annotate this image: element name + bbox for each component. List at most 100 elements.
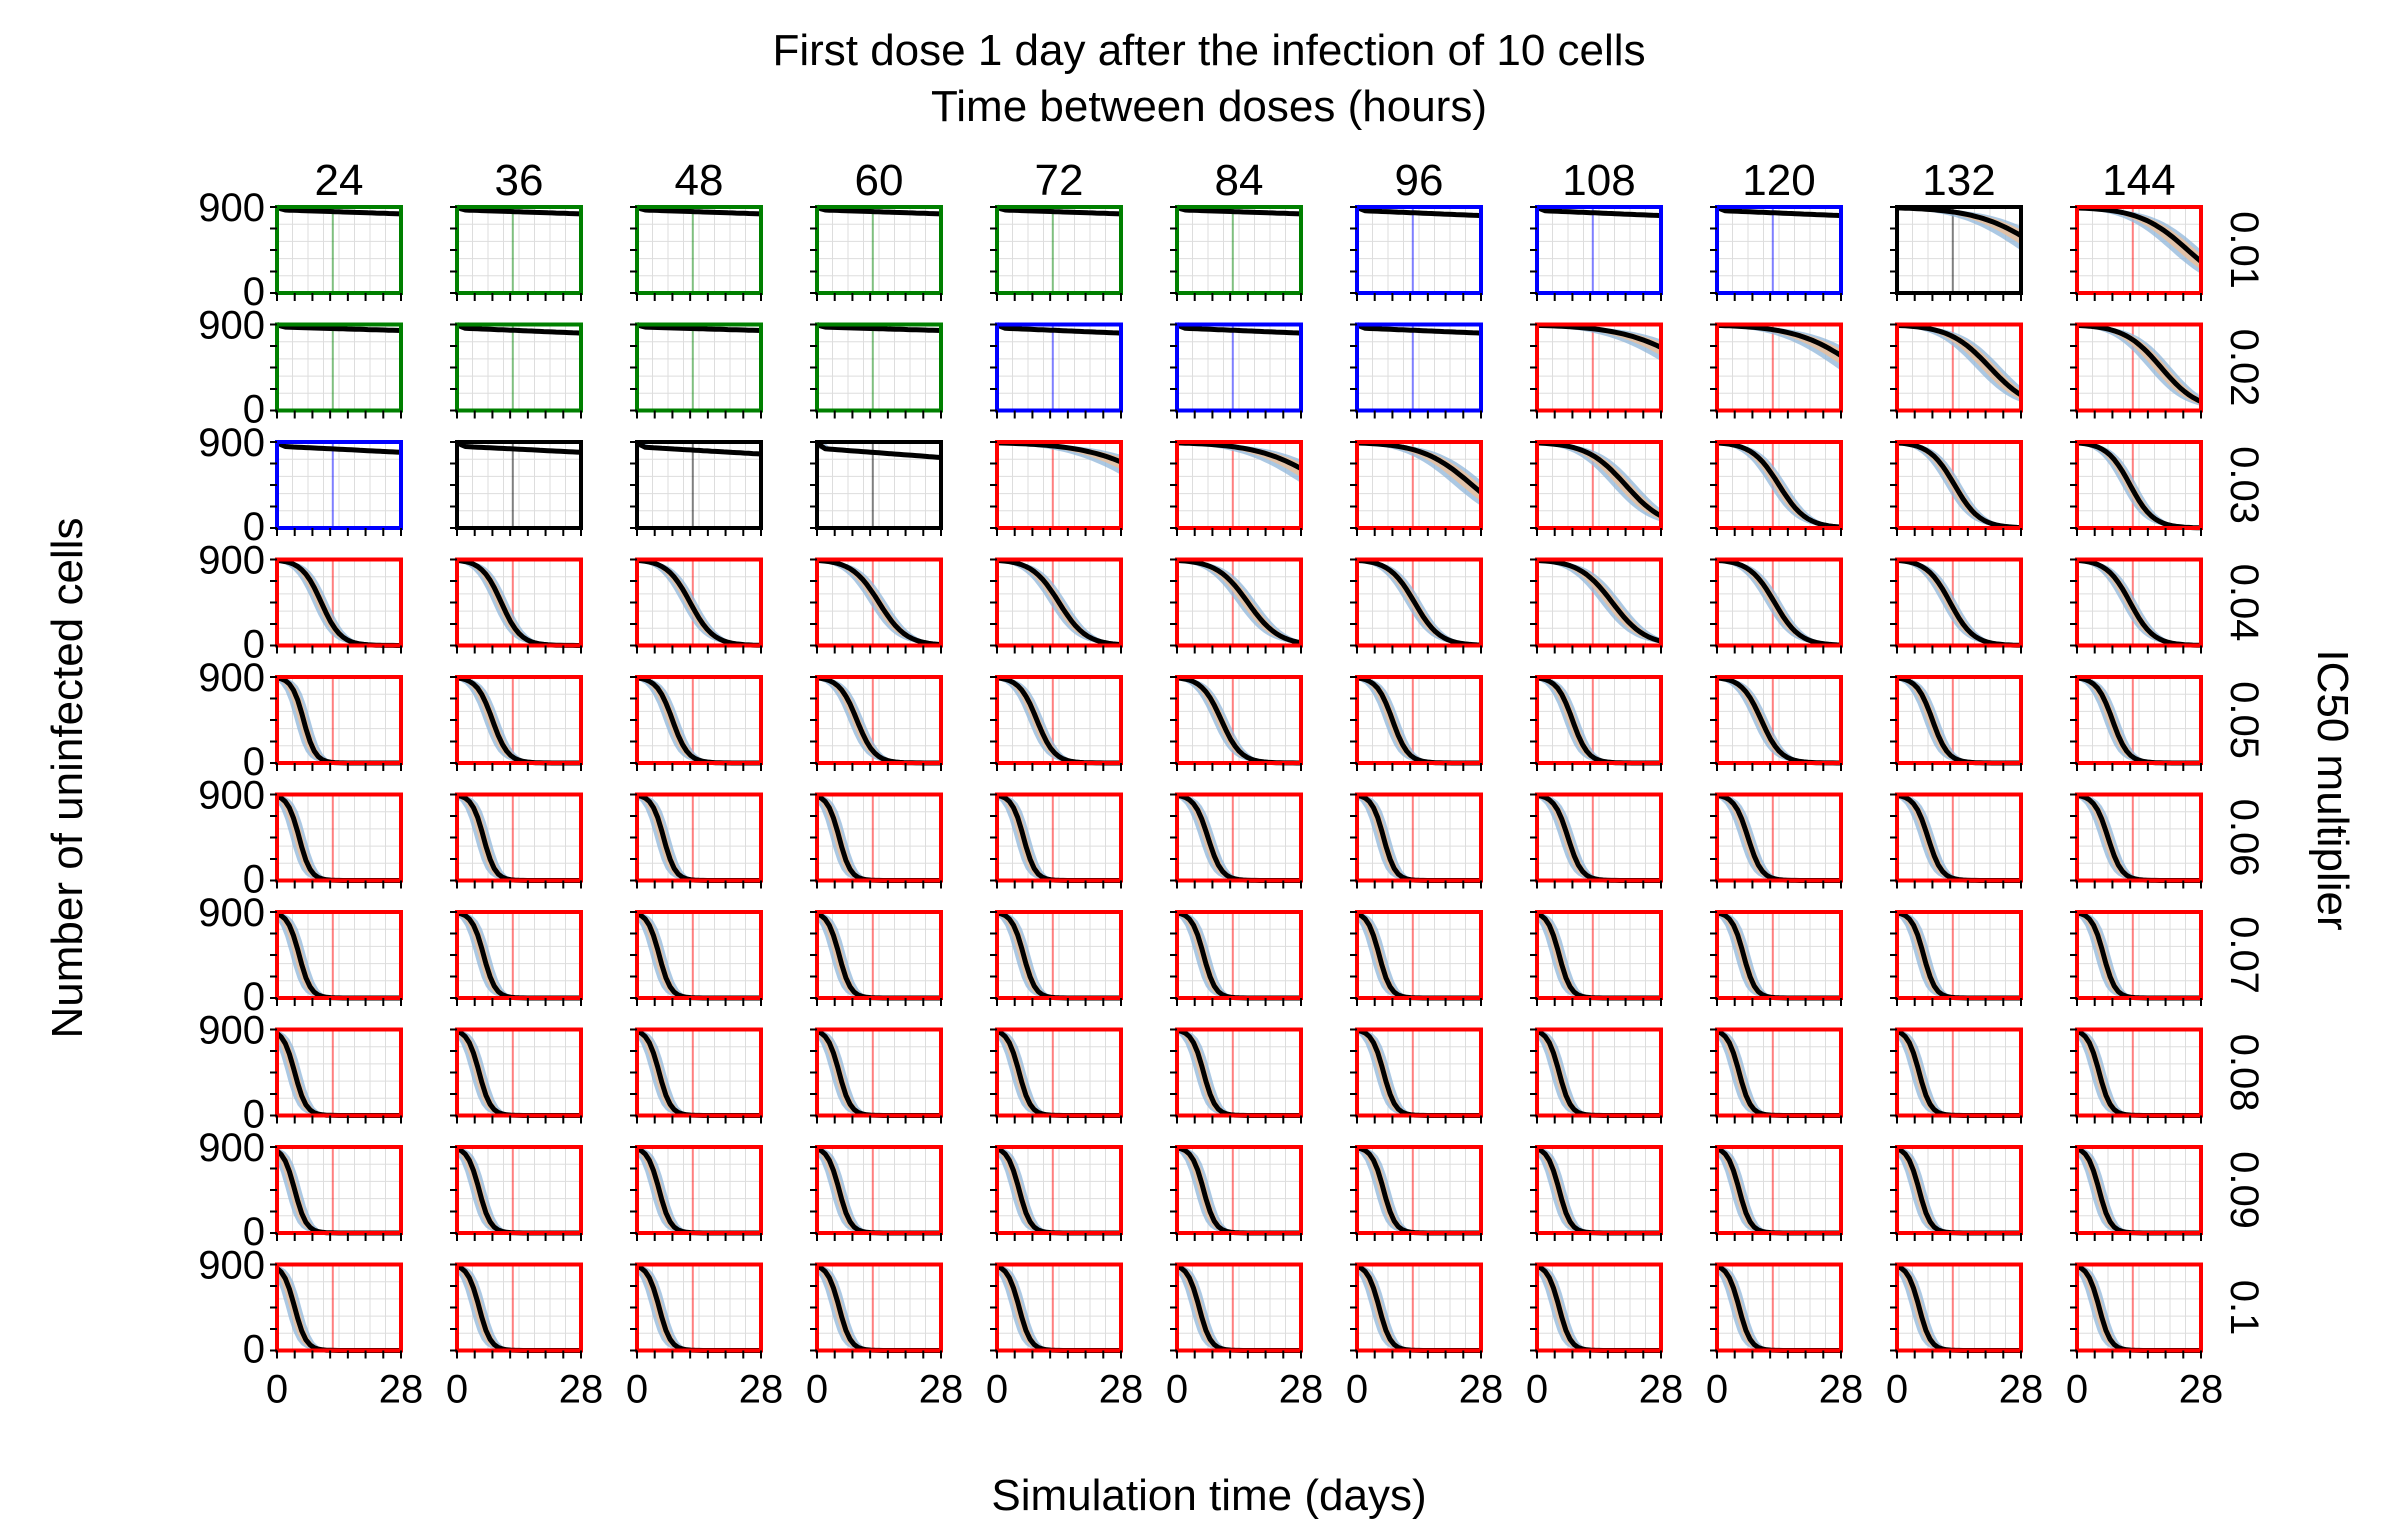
- x-tick-label: 0: [2066, 1368, 2088, 1412]
- panel: [990, 1147, 1121, 1241]
- row-label: 0.04: [2222, 564, 2266, 642]
- y-tick-label: 900: [198, 539, 265, 583]
- column-label: 96: [1395, 156, 1444, 205]
- panel: [990, 677, 1121, 771]
- y-tick-label: 900: [198, 656, 265, 700]
- panel: [1890, 442, 2021, 536]
- panel: 0 28: [1526, 1265, 1683, 1412]
- column-label: 24: [315, 156, 364, 205]
- panel: 120: [1710, 156, 1841, 301]
- panel: [1710, 912, 1841, 1006]
- panel: [2070, 912, 2201, 1006]
- panel: [630, 795, 761, 889]
- panel: [1890, 1030, 2021, 1124]
- panel: [2070, 795, 2201, 889]
- x-tick-label: 28: [1279, 1368, 1324, 1412]
- x-tick-label: 0: [1526, 1368, 1548, 1412]
- panel: [810, 677, 941, 771]
- panel: [1170, 1030, 1301, 1124]
- panel: 9000: [198, 774, 401, 902]
- panel: [1890, 1147, 2021, 1241]
- row-label: 0.08: [2222, 1034, 2266, 1112]
- panel: [1350, 795, 1481, 889]
- panel: 028: [1706, 1265, 1863, 1412]
- panel: 0 28: [446, 1265, 603, 1412]
- row-label: 0.02: [2222, 329, 2266, 407]
- column-label: 72: [1035, 156, 1084, 205]
- panel: [1170, 560, 1301, 654]
- x-tick-label: 28: [559, 1368, 604, 1412]
- x-tick-label: 28: [379, 1368, 424, 1412]
- panel: [450, 1147, 581, 1241]
- panel: [1710, 1147, 1841, 1241]
- panel: 9000: [198, 1009, 401, 1137]
- panel: 144: [2070, 156, 2201, 301]
- panel: [450, 325, 581, 419]
- y-tick-label: 900: [198, 1126, 265, 1170]
- panel: 9000: [198, 891, 401, 1019]
- panel: 9000: [198, 656, 401, 784]
- panel: [450, 442, 581, 536]
- panel: [1710, 560, 1841, 654]
- x-tick-label: 0: [1166, 1368, 1188, 1412]
- panel: 9000: [198, 1126, 401, 1254]
- chart-subtitle: Time between doses (hours): [931, 82, 1487, 131]
- panel: 108: [1530, 156, 1661, 301]
- panel: [810, 325, 941, 419]
- y-tick-label: 0: [243, 1328, 265, 1372]
- panel: [630, 560, 761, 654]
- column-label: 132: [1922, 156, 1995, 205]
- panel: [2070, 442, 2201, 536]
- x-tick-label: 0: [446, 1368, 468, 1412]
- panel: [2070, 560, 2201, 654]
- panel: [810, 912, 941, 1006]
- panel: [630, 325, 761, 419]
- panel: [990, 325, 1121, 419]
- panel: [2070, 1147, 2201, 1241]
- panel: [1350, 325, 1481, 419]
- row-label: 0.05: [2222, 681, 2266, 759]
- panel: [2070, 677, 2201, 771]
- panel: [450, 912, 581, 1006]
- x-tick-label: 0: [986, 1368, 1008, 1412]
- row-axis-label: IC50 multiplier: [2308, 649, 2357, 930]
- panel: [810, 795, 941, 889]
- panel: 72: [990, 156, 1121, 301]
- panel: [630, 1030, 761, 1124]
- panel: [1350, 677, 1481, 771]
- x-tick-label: 0: [266, 1368, 288, 1412]
- panel: 028: [806, 1265, 963, 1412]
- panel: [1170, 1147, 1301, 1241]
- panel: [1530, 677, 1661, 771]
- panel: [1530, 560, 1661, 654]
- panel: 36: [450, 156, 581, 301]
- column-label: 48: [675, 156, 724, 205]
- y-tick-label: 900: [198, 421, 265, 465]
- panel: [1350, 912, 1481, 1006]
- panel: [990, 795, 1121, 889]
- panel: 028: [986, 1265, 1143, 1412]
- x-tick-label: 28: [1999, 1368, 2044, 1412]
- panel: [810, 560, 941, 654]
- panel: 84: [1170, 156, 1301, 301]
- column-label: 36: [495, 156, 544, 205]
- x-tick-label: 28: [1639, 1368, 1684, 1412]
- panel: [1170, 912, 1301, 1006]
- panel: 96: [1350, 156, 1481, 301]
- panel: [450, 560, 581, 654]
- panel: [1170, 442, 1301, 536]
- panel: [1530, 795, 1661, 889]
- row-label: 0.06: [2222, 799, 2266, 877]
- panel: [1710, 1030, 1841, 1124]
- row-label: 0.09: [2222, 1151, 2266, 1229]
- panel: [1530, 912, 1661, 1006]
- x-tick-label: 0: [1346, 1368, 1368, 1412]
- panel: 028: [626, 1265, 783, 1412]
- panel: [1890, 325, 2021, 419]
- panel: [810, 1147, 941, 1241]
- y-tick-label: 900: [198, 1244, 265, 1288]
- panel: [1710, 442, 1841, 536]
- column-label: 144: [2102, 156, 2175, 205]
- panel: [810, 442, 941, 536]
- panel: [2070, 325, 2201, 419]
